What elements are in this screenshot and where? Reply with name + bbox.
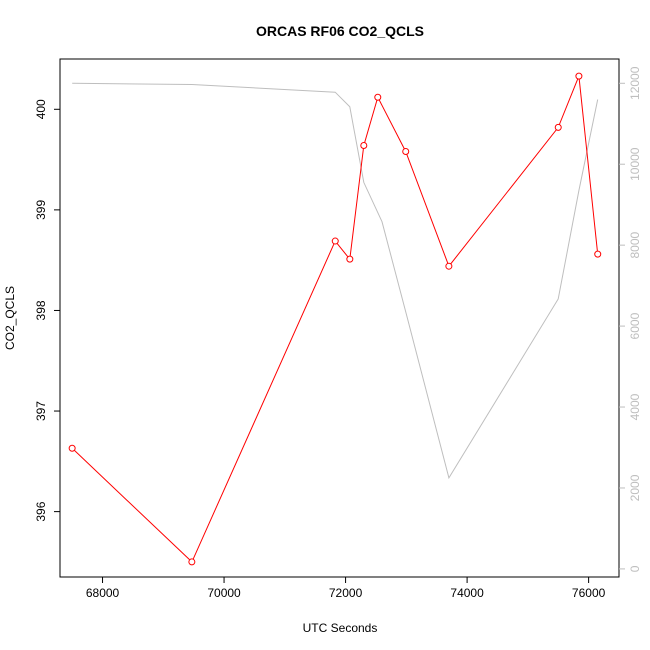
y-axis: 396 397 398 399 400 [34,99,60,522]
y2-tick-label: 12000 [628,66,642,100]
data-point [575,72,583,80]
x-tick-label: 76000 [572,586,606,600]
secondary-y-axis: 0 2000 4000 6000 8000 10000 12000 [619,66,642,572]
y-tick-label: 398 [34,300,48,320]
y2-tick-label: 6000 [628,312,642,339]
data-point [188,558,196,566]
y2-tick-label: 2000 [628,474,642,501]
data-point [402,148,410,156]
data-point [68,444,76,452]
series-line-right [72,82,599,480]
data-point [445,262,453,270]
x-tick-label: 74000 [450,586,484,600]
y2-tick-label: 8000 [628,231,642,258]
x-axis: 68000 70000 72000 74000 76000 [86,577,606,600]
data-point [360,142,368,150]
x-tick-label: 68000 [86,586,120,600]
chart-title: ORCAS RF06 CO2_QCLS [256,23,424,39]
y-tick-label: 399 [34,200,48,220]
x-axis-label: UTC Seconds [303,621,378,635]
y2-tick-label: 10000 [628,147,642,181]
y-tick-label: 400 [34,99,48,119]
data-point [554,123,562,131]
data-point [594,250,602,258]
data-point [374,93,382,101]
plot-frame [59,58,620,578]
x-tick-label: 70000 [207,586,241,600]
y-tick-label: 396 [34,501,48,521]
y2-tick-label: 0 [628,565,642,572]
data-point [346,255,354,263]
y-tick-label: 397 [34,401,48,421]
series-layer [68,72,602,566]
series-line-left [71,75,599,563]
y2-tick-label: 4000 [628,393,642,420]
x-tick-label: 72000 [329,586,363,600]
y-axis-label: CO2_QCLS [3,286,17,350]
data-point [331,237,339,245]
